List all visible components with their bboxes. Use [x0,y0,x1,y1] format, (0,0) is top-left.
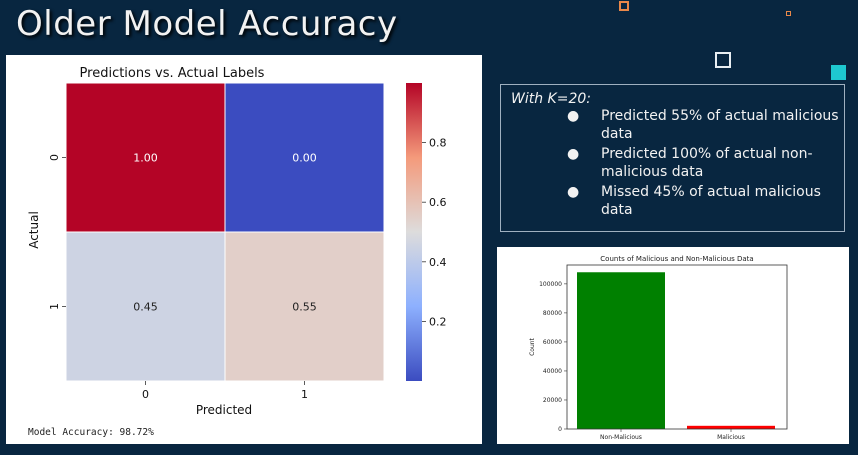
heatmap-value-label: 0.45 [133,301,158,314]
bullet-icon: ● [567,184,580,200]
list-item: ● Missed 45% of actual malicious data [567,183,841,219]
notes-list: ● Predicted 55% of actual malicious data … [567,107,841,221]
notes-heading: With K=20: [511,91,591,107]
notes-box: With K=20: ● Predicted 55% of actual mali… [500,84,845,232]
heatmap-cell [65,82,226,233]
colorbar-tick-label: 0.2 [429,315,447,328]
bar-chart-title: Counts of Malicious and Non-Malicious Da… [600,255,753,263]
bar-y-tick-label: 20000 [543,397,562,404]
colorbar [406,83,422,381]
bar-x-tick-label: Malicious [717,434,745,441]
bar-chart-y-axis-label: Count [529,337,536,355]
confusion-matrix-panel: Predictions vs. Actual Labels 1.00 0.00 0.… [6,55,482,444]
decorative-square-outline [715,52,731,68]
bar [687,425,775,429]
heatmap-value-label: 1.00 [133,152,158,165]
heatmap-value-label: 0.55 [292,301,317,314]
bar-chart-panel: Counts of Malicious and Non-Malicious Da… [497,247,849,444]
bar-y-tick-label: 80000 [543,310,562,317]
colorbar-tick-label: 0.4 [429,256,447,269]
bar-y-tick-label: 40000 [543,368,562,375]
heatmap-cell [224,82,385,233]
heatmap-x-tick-label: 0 [142,388,149,401]
list-item: ● Predicted 55% of actual malicious data [567,107,841,143]
bullet-icon: ● [567,108,580,124]
bar-x-tick-label: Non-Malicious [600,434,642,441]
bar-y-tick-label: 100000 [539,281,562,288]
colorbar-tick-label: 0.6 [429,196,447,209]
list-item: ● Predicted 100% of actual non-malicious … [567,145,841,181]
confusion-matrix-chart: Predictions vs. Actual Labels 1.00 0.00 0.… [27,66,447,417]
model-accuracy-text: Model Accuracy: 98.72% [28,427,154,438]
slide-title: Older Model Accuracy [16,4,398,44]
list-item-text: Predicted 55% of actual malicious data [601,108,839,142]
heatmap-x-axis-label: Predicted [196,403,252,417]
list-item-text: Predicted 100% of actual non-malicious d… [601,146,813,180]
decorative-square-filled [831,65,846,80]
colorbar-tick-label: 0.8 [429,137,447,150]
bullet-icon: ● [567,146,580,162]
heatmap-y-axis-label: Actual [27,211,41,249]
bar [577,272,665,429]
list-item-text: Missed 45% of actual malicious data [601,184,821,218]
heatmap-cell [224,231,385,382]
heatmap-title: Predictions vs. Actual Labels [80,66,265,81]
bar-chart-frame [566,264,788,430]
heatmap-y-tick-label: 0 [48,154,61,161]
decorative-square-outline [786,11,791,16]
heatmap-cell [65,231,226,382]
decorative-square-outline [619,1,629,11]
bar-y-tick-label: 0 [558,426,562,433]
bar-chart: Counts of Malicious and Non-Malicious Da… [529,255,788,441]
heatmap-value-label: 0.00 [292,152,317,165]
bar-y-tick-label: 60000 [543,339,562,346]
heatmap-y-tick-label: 1 [48,303,61,310]
heatmap-x-tick-label: 1 [301,388,308,401]
